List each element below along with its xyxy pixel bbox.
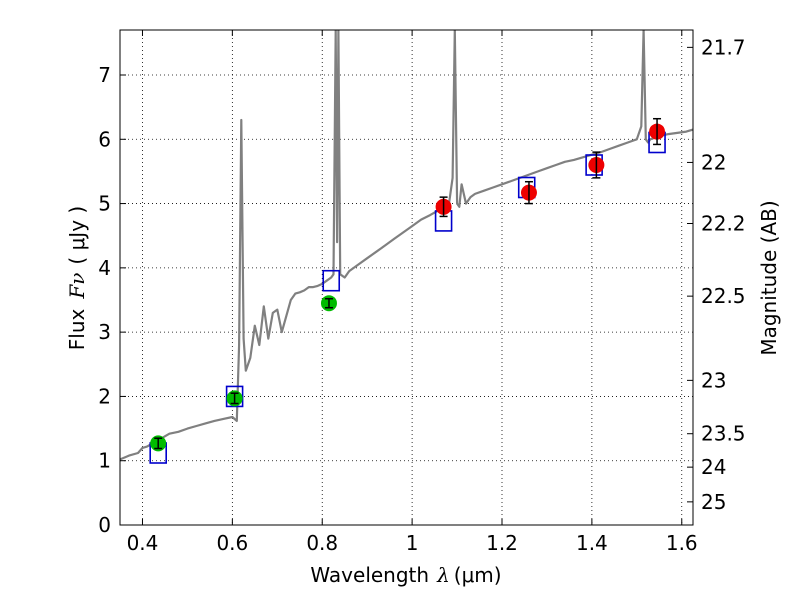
mag-tick-label: 22 [701,150,726,174]
y-tick-label: 4 [98,256,111,280]
x-tick-label: 1.6 [666,531,698,555]
x-tick-label: 1 [406,531,419,555]
y-axis-title: Flux Fν ( μJy ) [65,206,89,350]
x-axis-title: Wavelength λ (μm) [310,563,501,587]
x-axis-unit: (μm) [454,563,502,587]
grid [120,30,693,526]
x-axis-symbol: λ [436,563,450,587]
y-axis-unit: ( μJy ) [65,206,89,265]
y-tick-label: 0 [98,513,111,537]
model-flux-marker [225,385,244,408]
mag-tick-label: 22.2 [701,212,746,236]
data-layer [120,30,693,464]
mag-tick-label: 24 [701,455,726,479]
y-tick-label: 2 [98,384,111,408]
x-tick-label: 1.4 [576,531,608,555]
mag-tick-label: 21.7 [701,35,746,59]
y-axis-label: Flux [65,308,89,350]
mag-tick-label: 23.5 [701,422,746,446]
y-tick-label: 1 [98,449,111,473]
plot-frame [119,29,694,526]
mag-tick-label: 25 [701,490,726,514]
y-tick-label: 5 [98,192,111,216]
y-tick-label: 7 [98,63,111,87]
mag-tick-label: 23 [701,368,726,392]
y-tick-label: 6 [98,127,111,151]
x-tick-label: 0.8 [306,531,338,555]
plot-background [120,30,693,525]
x-tick-label: 0.6 [216,531,248,555]
axes: 0.4 0.6 0.8 1 1.2 1.4 1.60123456721.72222.222.… [98,30,746,555]
x-tick-label: 0.4 [127,531,159,555]
y-axis-symbol: Fν [65,273,89,300]
y-tick-label: 3 [98,320,111,344]
x-tick-label: 1.2 [486,531,518,555]
model-flux-marker [322,269,341,292]
y2-axis-title: Magnitude (AB) [757,200,781,355]
x-axis-label: Wavelength [310,563,429,587]
mag-tick-label: 22.5 [701,284,746,308]
